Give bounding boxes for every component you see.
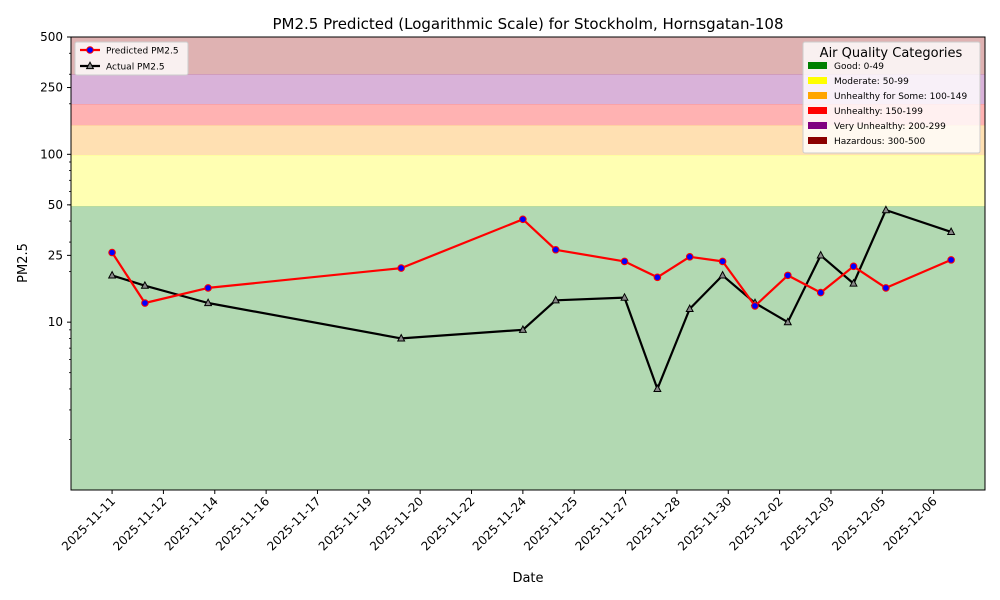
x-tick-label-14: 2025-12-03 (778, 494, 837, 553)
series-legend-label-0: Predicted PM2.5 (106, 47, 179, 57)
actual-point-5 (551, 295, 560, 304)
aq-legend-swatch-0 (808, 62, 827, 69)
actual-point-15 (946, 227, 956, 235)
series-legend-marker-1 (85, 61, 95, 70)
actual-point-12 (816, 250, 825, 259)
x-tick-label-3: 2025-11-16 (213, 494, 272, 553)
predicted-point-1 (141, 299, 149, 307)
series-line-0 (111, 218, 952, 307)
predicted-point-7 (653, 273, 662, 282)
aq-legend-label-5: Hazardous: 300-500 (834, 137, 925, 147)
aq-band-3 (71, 104, 985, 126)
series-legend-marker-0 (86, 46, 94, 54)
series-legend-label-1: Actual PM2.5 (106, 63, 165, 73)
x-tick-label-11: 2025-11-28 (624, 494, 683, 553)
y-tick-label-2: 50 (48, 198, 63, 212)
aq-legend-label-1: Moderate: 50-99 (834, 77, 909, 87)
x-tick-label-1: 2025-11-12 (110, 494, 169, 553)
predicted-point-10 (751, 302, 759, 310)
actual-point-9 (718, 270, 727, 279)
x-axis: 2025-11-112025-11-122025-11-142025-11-16… (59, 490, 940, 553)
predicted-point-15 (947, 256, 955, 264)
aq-band-1 (71, 155, 985, 207)
aq-legend-swatch-3 (808, 107, 827, 114)
predicted-point-0 (108, 248, 116, 257)
series-lines (107, 205, 956, 392)
actual-point-4 (518, 324, 528, 333)
predicted-point-14 (882, 284, 890, 292)
plot-frame (70, 36, 986, 491)
series-line-1 (111, 209, 952, 390)
aq-legend-label-4: Very Unhealthy: 200-299 (834, 122, 946, 132)
series-legend: Predicted PM2.5 Actual PM2.5 (74, 41, 189, 76)
x-tick-label-4: 2025-11-17 (264, 494, 323, 553)
chart-title: PM2.5 Predicted (Logarithmic Scale) for … (272, 15, 783, 33)
y-tick-label-5: 500 (40, 30, 63, 44)
predicted-point-12 (816, 288, 825, 297)
aq-legend-label-0: Good: 0-49 (834, 62, 884, 72)
aq-legend-swatch-5 (808, 137, 827, 144)
y-axis: 10 25 50 100 250 500 (40, 30, 71, 440)
predicted-point-4 (519, 215, 527, 224)
actual-point-0 (107, 270, 117, 279)
x-tick-label-2: 2025-11-14 (162, 494, 221, 553)
actual-point-11 (783, 317, 793, 326)
x-tick-label-16: 2025-12-06 (881, 494, 940, 553)
predicted-point-8 (685, 253, 694, 261)
predicted-point-3 (397, 264, 405, 272)
aq-band-0 (71, 206, 985, 490)
x-tick-label-5: 2025-11-19 (316, 494, 375, 553)
y-tick-label-3: 100 (40, 147, 63, 161)
aq-legend-swatch-4 (808, 122, 827, 129)
aq-category-legend: Air Quality Categories Good: 0-49 Moderat… (802, 41, 981, 154)
actual-point-3 (396, 333, 406, 342)
predicted-point-13 (849, 262, 858, 271)
x-tick-label-9: 2025-11-25 (521, 494, 580, 553)
y-axis-label: PM2.5 (16, 243, 31, 283)
actual-point-2 (203, 298, 213, 307)
series-legend-box (74, 41, 189, 76)
aq-legend-swatch-1 (808, 77, 827, 84)
x-tick-label-12: 2025-11-30 (675, 494, 734, 553)
predicted-point-11 (784, 271, 792, 280)
aq-legend-label-2: Unhealthy for Some: 100-149 (834, 92, 967, 102)
predicted-point-2 (204, 284, 212, 292)
aq-legend-box (802, 41, 981, 154)
aq-legend-swatch-2 (808, 92, 827, 99)
x-tick-label-8: 2025-11-24 (470, 494, 529, 553)
y-tick-label-1: 25 (48, 248, 63, 262)
aq-legend-label-3: Unhealthy: 150-199 (834, 107, 923, 117)
x-tick-label-0: 2025-11-11 (59, 494, 118, 553)
x-axis-label: Date (512, 571, 543, 586)
x-tick-label-13: 2025-12-02 (727, 494, 786, 553)
x-tick-label-7: 2025-11-22 (418, 494, 477, 553)
actual-point-7 (653, 384, 662, 392)
actual-point-1 (140, 280, 150, 289)
predicted-point-9 (718, 257, 727, 266)
x-tick-label-6: 2025-11-20 (367, 494, 426, 553)
actual-point-8 (685, 304, 694, 312)
actual-point-6 (620, 292, 629, 301)
y-tick-label-4: 250 (40, 81, 63, 95)
x-tick-label-15: 2025-12-05 (829, 494, 888, 553)
predicted-point-5 (551, 245, 560, 254)
x-tick-label-10: 2025-11-27 (572, 494, 631, 553)
predicted-point-6 (620, 257, 629, 266)
y-tick-label-0: 10 (48, 315, 63, 329)
actual-point-14 (881, 205, 891, 214)
actual-point-13 (849, 278, 858, 287)
aq-legend-title: Air Quality Categories (820, 46, 963, 61)
